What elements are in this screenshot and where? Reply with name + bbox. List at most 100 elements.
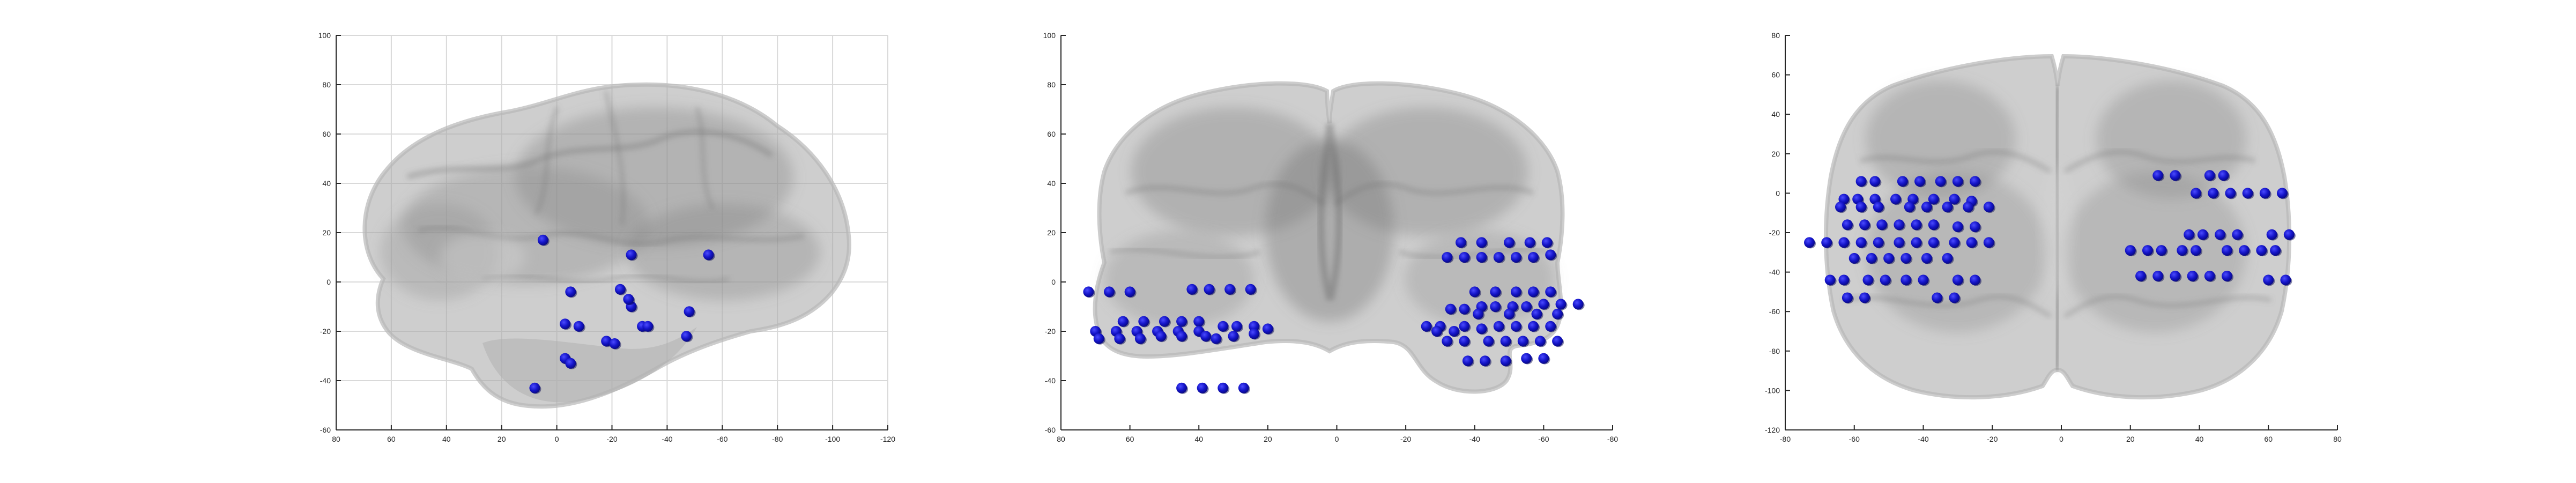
electrode-point — [2256, 245, 2268, 257]
y-tick-label: -100 — [1765, 386, 1780, 395]
electrode-point — [1521, 301, 1533, 313]
brain-surface-axial — [1823, 54, 2292, 400]
electrode-point — [529, 382, 541, 394]
electrode-point — [1835, 202, 1847, 213]
electrode-point — [2152, 170, 2165, 182]
electrode-point — [1911, 237, 1923, 249]
y-tick-label: -60 — [1769, 307, 1780, 316]
electrode-point — [1901, 274, 1913, 286]
electrode-point — [2215, 229, 2227, 241]
electrode-point — [2197, 229, 2209, 241]
electrode-point — [1928, 237, 1940, 249]
x-tick-label: -60 — [1538, 435, 1549, 443]
x-tick-label: 40 — [2195, 435, 2204, 443]
electrode-point — [1117, 316, 1130, 328]
electrode-point — [1528, 321, 1540, 332]
electrode-point — [1459, 252, 1471, 263]
electrode-point — [1476, 237, 1488, 249]
panel-coronal: 80 60 40 20 0 -20 -40 -60 -80 -60 -40 -20 0 20 40 60 80 1… — [1043, 31, 1619, 443]
x-tick-label: -120 — [880, 435, 895, 443]
electrode-point — [1970, 274, 1982, 286]
electrode-point — [573, 321, 585, 332]
electrode-point — [1249, 328, 1261, 340]
electrode-point — [1442, 336, 1454, 347]
electrode-point — [1838, 237, 1851, 249]
y-tick-label: 60 — [1771, 71, 1780, 79]
electrode-point — [2177, 245, 2189, 257]
electrode-point — [1804, 237, 1816, 249]
x-tick-label: -100 — [825, 435, 840, 443]
electrode-point — [1897, 176, 1909, 188]
electrode-point — [2242, 188, 2254, 199]
electrode-point — [2191, 245, 2203, 257]
electrode-point — [2187, 270, 2199, 282]
electrode-point — [1552, 336, 1564, 347]
electrode-point — [1921, 202, 1933, 213]
electrode-point — [1500, 355, 1512, 367]
electrode-point — [1952, 274, 1964, 286]
electrode-point — [1124, 286, 1137, 298]
x-tick-label: 0 — [1335, 435, 1339, 443]
electrode-point — [1983, 237, 1995, 249]
electrode-point — [1949, 237, 1961, 249]
electrode-point — [2239, 245, 2251, 257]
electrode-point — [2142, 245, 2154, 257]
electrode-point — [1431, 326, 1444, 337]
electrode-point — [609, 338, 621, 350]
electrode-point — [1176, 382, 1189, 394]
panel-axial: -80 -60 -40 -20 0 20 40 60 80 -120 -100 -80 -60 -40 -2… — [1765, 31, 2342, 443]
x-tick-label: 80 — [2333, 435, 2342, 443]
electrode-point — [1493, 252, 1505, 263]
electrode-point — [537, 234, 550, 246]
y-tick-label: 20 — [1771, 150, 1780, 158]
y-tick-label: 20 — [322, 228, 331, 237]
electrode-point — [2266, 229, 2278, 241]
electrode-point — [1459, 303, 1471, 315]
x-tick-label: -20 — [1987, 435, 1998, 443]
electrode-point — [1193, 316, 1206, 328]
y-tick-label: -20 — [1045, 327, 1056, 336]
electrode-point — [2204, 170, 2216, 182]
electrode-point — [1186, 284, 1199, 295]
electrode-point — [1114, 333, 1126, 345]
x-tick-label: 60 — [2264, 435, 2273, 443]
y-tick-label: -80 — [1769, 347, 1780, 355]
electrode-point — [1866, 252, 1878, 264]
x-tick-label: 0 — [2059, 435, 2063, 443]
y-tick-label: 100 — [1043, 31, 1056, 40]
y-tick-label: -20 — [1769, 228, 1780, 237]
electrode-point — [1928, 219, 1940, 231]
y-tick-label: 40 — [322, 179, 331, 188]
electrode-point — [1510, 286, 1523, 298]
electrode-point — [1238, 382, 1250, 394]
electrode-point — [1572, 299, 1585, 310]
electrode-point — [2280, 274, 2292, 286]
electrode-point — [1966, 237, 1978, 249]
x-tick-label: 20 — [498, 435, 506, 443]
axes: 80 60 40 20 0 -20 -40 -60 -80 -60 -40 -20 0 20 40 60 80 1… — [1043, 31, 1619, 443]
electrode-point — [1083, 286, 1095, 298]
electrode-point — [1873, 202, 1885, 213]
electrode-point — [1524, 237, 1536, 249]
electrode-point — [642, 321, 655, 332]
y-tick-label: 80 — [1771, 31, 1780, 40]
x-tick-label: 0 — [555, 435, 559, 443]
electrode-point — [1490, 286, 1502, 298]
y-tick-label: -120 — [1765, 426, 1780, 434]
electrode-point — [1521, 353, 1533, 365]
electrode-point — [1456, 237, 1468, 249]
electrode-point — [1476, 323, 1488, 335]
electrode-point — [1134, 333, 1147, 345]
electrode-point — [1849, 252, 1861, 264]
electrode-point — [1555, 299, 1568, 310]
electrode-point — [560, 318, 572, 330]
electrode-point — [2125, 245, 2137, 257]
panel-sagittal: 80 60 40 20 0 -20 -40 -60 -80 -100 -120 -60 -40 -20 0 2… — [318, 31, 896, 443]
electrode-point — [681, 331, 693, 343]
electrode-point — [1952, 221, 1964, 233]
electrode-point — [2222, 245, 2233, 257]
y-tick-label: 0 — [1051, 278, 1056, 286]
electrode-point — [1459, 336, 1471, 347]
electrode-point — [1914, 176, 1927, 188]
electrode-point — [626, 249, 638, 261]
